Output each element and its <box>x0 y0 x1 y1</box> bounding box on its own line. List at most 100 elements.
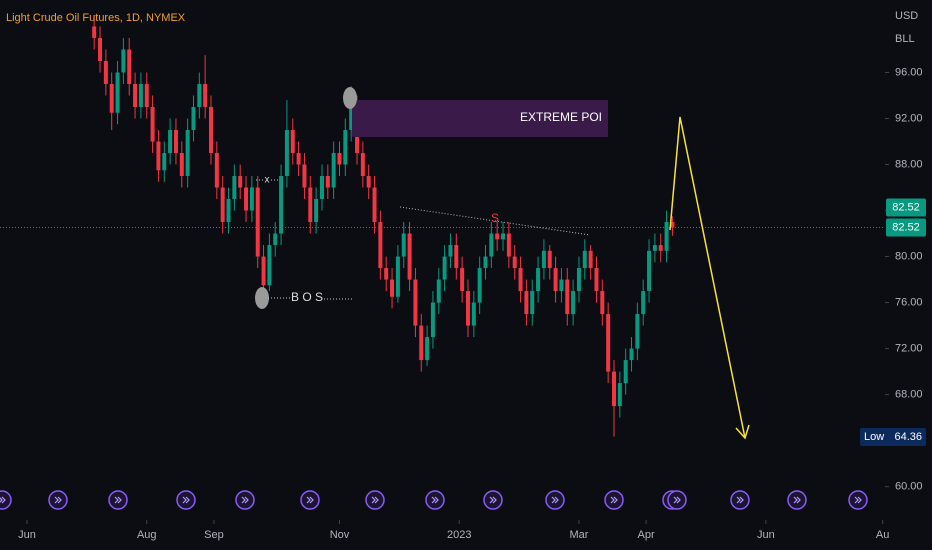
candle-body <box>220 187 225 223</box>
candle-body <box>419 325 424 361</box>
candle-body <box>296 153 301 165</box>
candle-body <box>284 130 289 177</box>
candle-body <box>168 130 173 154</box>
event-icon-glyph <box>551 496 559 504</box>
candle-body <box>261 256 266 286</box>
point-marker <box>255 287 269 309</box>
candle-body <box>454 245 459 269</box>
event-icon-glyph <box>673 496 681 504</box>
candle-body <box>150 106 155 142</box>
candle-body <box>506 233 511 257</box>
bos-label: B O S <box>291 290 323 304</box>
candle-body <box>349 101 354 130</box>
candle-body <box>214 153 219 188</box>
candle-body <box>629 348 634 361</box>
candle-body <box>465 291 470 326</box>
candle-body <box>582 250 587 269</box>
y-tick-label: 68.00 <box>895 389 923 401</box>
candle-body <box>571 291 576 315</box>
candle-body <box>430 302 435 338</box>
event-icon-glyph <box>241 496 249 504</box>
candle-body <box>617 383 622 407</box>
candle-body <box>448 245 453 257</box>
candle-body <box>238 176 243 188</box>
candle-body <box>319 176 324 200</box>
event-icon-glyph <box>431 496 439 504</box>
y-tick-label: 92.00 <box>895 112 923 124</box>
candle-body <box>179 153 184 177</box>
candle-body <box>325 176 330 188</box>
point-marker <box>343 87 357 109</box>
candle-body <box>489 233 494 257</box>
candle-body <box>208 106 213 154</box>
candle-body <box>495 233 500 240</box>
candle-body <box>360 153 365 177</box>
event-icon-glyph <box>736 496 744 504</box>
candle-body <box>98 37 103 61</box>
candle-body <box>127 49 132 84</box>
candle-body <box>203 83 208 107</box>
candle-body <box>594 268 599 292</box>
sweep-label: S <box>491 211 499 225</box>
candle-body <box>664 222 669 251</box>
candle-body <box>337 153 342 165</box>
sweep-line <box>399 206 591 236</box>
candle-body <box>588 250 593 269</box>
candle-body <box>460 268 465 292</box>
candle-body <box>501 233 506 240</box>
poi-label: EXTREME POI <box>520 110 602 124</box>
y-tick-label: 80.00 <box>895 250 923 262</box>
candle-body <box>606 314 611 372</box>
candle-body <box>641 291 646 315</box>
x-tick-label: Jun <box>757 529 775 541</box>
candle-body <box>226 199 231 223</box>
candle-body <box>553 268 558 292</box>
candle-body <box>536 268 541 292</box>
price-tag <box>886 198 926 217</box>
candle-body <box>133 83 138 107</box>
candle-body <box>314 199 319 223</box>
event-icon-glyph <box>182 496 190 504</box>
candle-body <box>249 187 254 211</box>
candle-body <box>244 187 249 211</box>
candle-body <box>576 268 581 292</box>
event-icon-glyph <box>854 496 862 504</box>
x-tick-label: Apr <box>638 529 655 541</box>
candle-body <box>623 360 628 384</box>
price-tag <box>886 218 926 237</box>
x-tick-label: Sep <box>204 529 224 541</box>
y-tick-label: 76.00 <box>895 296 923 308</box>
chart-title: Light Crude Oil Futures, 1D, NYMEX <box>6 12 186 24</box>
candle-body <box>103 60 108 84</box>
candle-body <box>518 268 523 292</box>
candle-body <box>302 164 307 188</box>
candle-body <box>343 130 348 165</box>
candle-body <box>138 83 143 107</box>
candle-body <box>232 176 237 200</box>
y-tick-label: 96.00 <box>895 66 923 78</box>
x-tick-label: Aug <box>137 529 157 541</box>
candle-body <box>565 279 570 315</box>
y-tick-label: 72.00 <box>895 342 923 354</box>
event-icon-glyph <box>793 496 801 504</box>
candle-body <box>477 268 482 303</box>
event-icons <box>0 490 868 510</box>
event-icon-glyph <box>610 496 618 504</box>
low-tag-label: Low <box>864 431 884 443</box>
candle-body <box>512 256 517 269</box>
candle-body <box>436 279 441 303</box>
x-tick-label: Nov <box>330 529 350 541</box>
candle-body <box>559 279 564 292</box>
candle-body <box>156 141 161 171</box>
candle-body <box>162 153 167 171</box>
x-tick-label: Mar <box>569 529 588 541</box>
candle-body <box>115 72 120 113</box>
candle-body <box>547 250 552 269</box>
event-icon-glyph <box>489 496 497 504</box>
event-icon-glyph <box>371 496 379 504</box>
candle-body <box>197 83 202 107</box>
candle-body <box>372 187 377 223</box>
candle-body <box>401 233 406 257</box>
candle-body <box>541 250 546 269</box>
